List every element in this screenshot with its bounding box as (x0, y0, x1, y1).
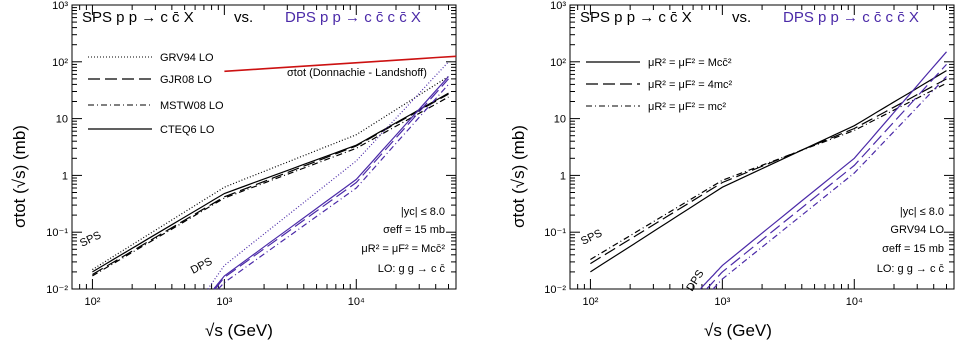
right-y-tick-label: 1 (560, 170, 566, 182)
right-y-tick-label: 10² (550, 57, 566, 69)
left-curves (92, 55, 457, 290)
right-series-dps-longdash (706, 63, 947, 290)
left-series-dps-dashdot (217, 83, 449, 290)
right-annot-sigma-eff: σeff = 15 mb (882, 243, 944, 255)
left-series-sps-dashdot (92, 96, 449, 277)
legend-label-gjr08: GJR08 LO (160, 74, 212, 86)
right-annot-process: LO: g g → c c̄ (877, 263, 945, 275)
right-label-sps: SPS (579, 227, 604, 247)
left-y-tick-label: 1 (62, 170, 68, 182)
left-y-axis-label: σtot (√s) (mb) (10, 125, 29, 228)
left-title-dps: DPS p p → c c̄ c c̄ X (285, 9, 421, 26)
left-x-tick-label: 10² (84, 296, 100, 308)
left-x-tick-label: 10³ (216, 296, 232, 308)
right-title-dps: DPS p p → c c̄ c c̄ X (783, 9, 919, 26)
left-title-vs: vs. (234, 9, 253, 26)
right-series-sps-solid (590, 70, 947, 273)
legend-label-mc: μR² = μF² = mc² (648, 101, 726, 113)
right-annot-yc: |yc| ≤ 8.0 (900, 206, 944, 218)
legend-label-4mc: μR² = μF² = 4mc² (648, 79, 733, 91)
right-series-dps-dashdot (712, 76, 947, 290)
left-annot-process: LO: g g → c c̄ (378, 263, 446, 275)
label-donnachie-landshoff: σtot (Donnachie - Landshoff) (287, 67, 427, 79)
left-series-dps-dotted (207, 61, 449, 290)
left-title-sps: SPS p p → c c̄ X (82, 9, 194, 26)
left-series-sps-longdash (92, 93, 449, 276)
right-y-tick-label: 10³ (550, 0, 566, 12)
right-title-vs: vs. (732, 9, 751, 26)
left-y-tick-label: 10² (52, 57, 68, 69)
legend-label-cteq6: CTEQ6 LO (160, 124, 215, 136)
left-series-tot-solid (224, 55, 457, 73)
left-y-tick-label: 10³ (52, 0, 68, 12)
right-panel: 10² 10³ 10⁴ 10⁻² 10⁻¹ 1 10 10² 10³ SPS p p → c c… (509, 0, 955, 340)
left-annot-scale: μR² = μF² = Mcc̄² (361, 243, 445, 255)
right-series-sps-dashdot (590, 82, 947, 261)
right-y-tick-label: 10⁻¹ (544, 227, 566, 239)
left-x-axis-label: √s (GeV) (205, 321, 273, 340)
right-x-axis-label: √s (GeV) (704, 321, 772, 340)
left-y-tick-label: 10⁻¹ (46, 227, 68, 239)
left-series-dps-longdash (214, 78, 449, 290)
right-title-sps: SPS p p → c c̄ X (580, 9, 692, 26)
right-x-tick-label: 10² (582, 296, 598, 308)
left-annot-yc: |yc| ≤ 8.0 (401, 206, 445, 218)
left-series-dps-solid (213, 76, 449, 290)
right-y-axis-label: σtot (√s) (mb) (509, 125, 528, 228)
right-y-tick-label: 10⁻² (544, 284, 566, 296)
right-x-tick-label: 10⁴ (846, 296, 863, 308)
left-y-tick-label: 10 (56, 114, 68, 126)
right-label-dps: DPS (684, 268, 706, 294)
left-axis-ticks: 10² 10³ 10⁴ 10⁻² 10⁻¹ 1 10 10² 10³ (46, 0, 456, 308)
left-panel: 10² 10³ 10⁴ 10⁻² 10⁻¹ 1 10 10² 10³ SPS p p → c c… (10, 0, 457, 340)
legend-label-grv94: GRV94 LO (160, 52, 214, 64)
left-label-dps: DPS (189, 255, 215, 276)
left-y-tick-label: 10⁻² (46, 284, 68, 296)
right-series-dps-solid (699, 51, 947, 290)
right-axis-ticks: 10² 10³ 10⁴ 10⁻² 10⁻¹ 1 10 10² 10³ (544, 0, 954, 308)
right-curves (590, 51, 947, 290)
left-annot-sigma-eff: σeff = 15 mb (383, 224, 445, 236)
right-annot-pdf: GRV94 LO (890, 224, 944, 236)
right-x-tick-label: 10³ (714, 296, 730, 308)
left-series-sps-solid (92, 92, 449, 273)
legend-label-mstw08: MSTW08 LO (160, 100, 224, 112)
right-y-tick-label: 10 (554, 114, 566, 126)
left-x-tick-label: 10⁴ (348, 296, 365, 308)
legend-label-mcc: μR² = μF² = Mcc̄² (648, 57, 732, 69)
